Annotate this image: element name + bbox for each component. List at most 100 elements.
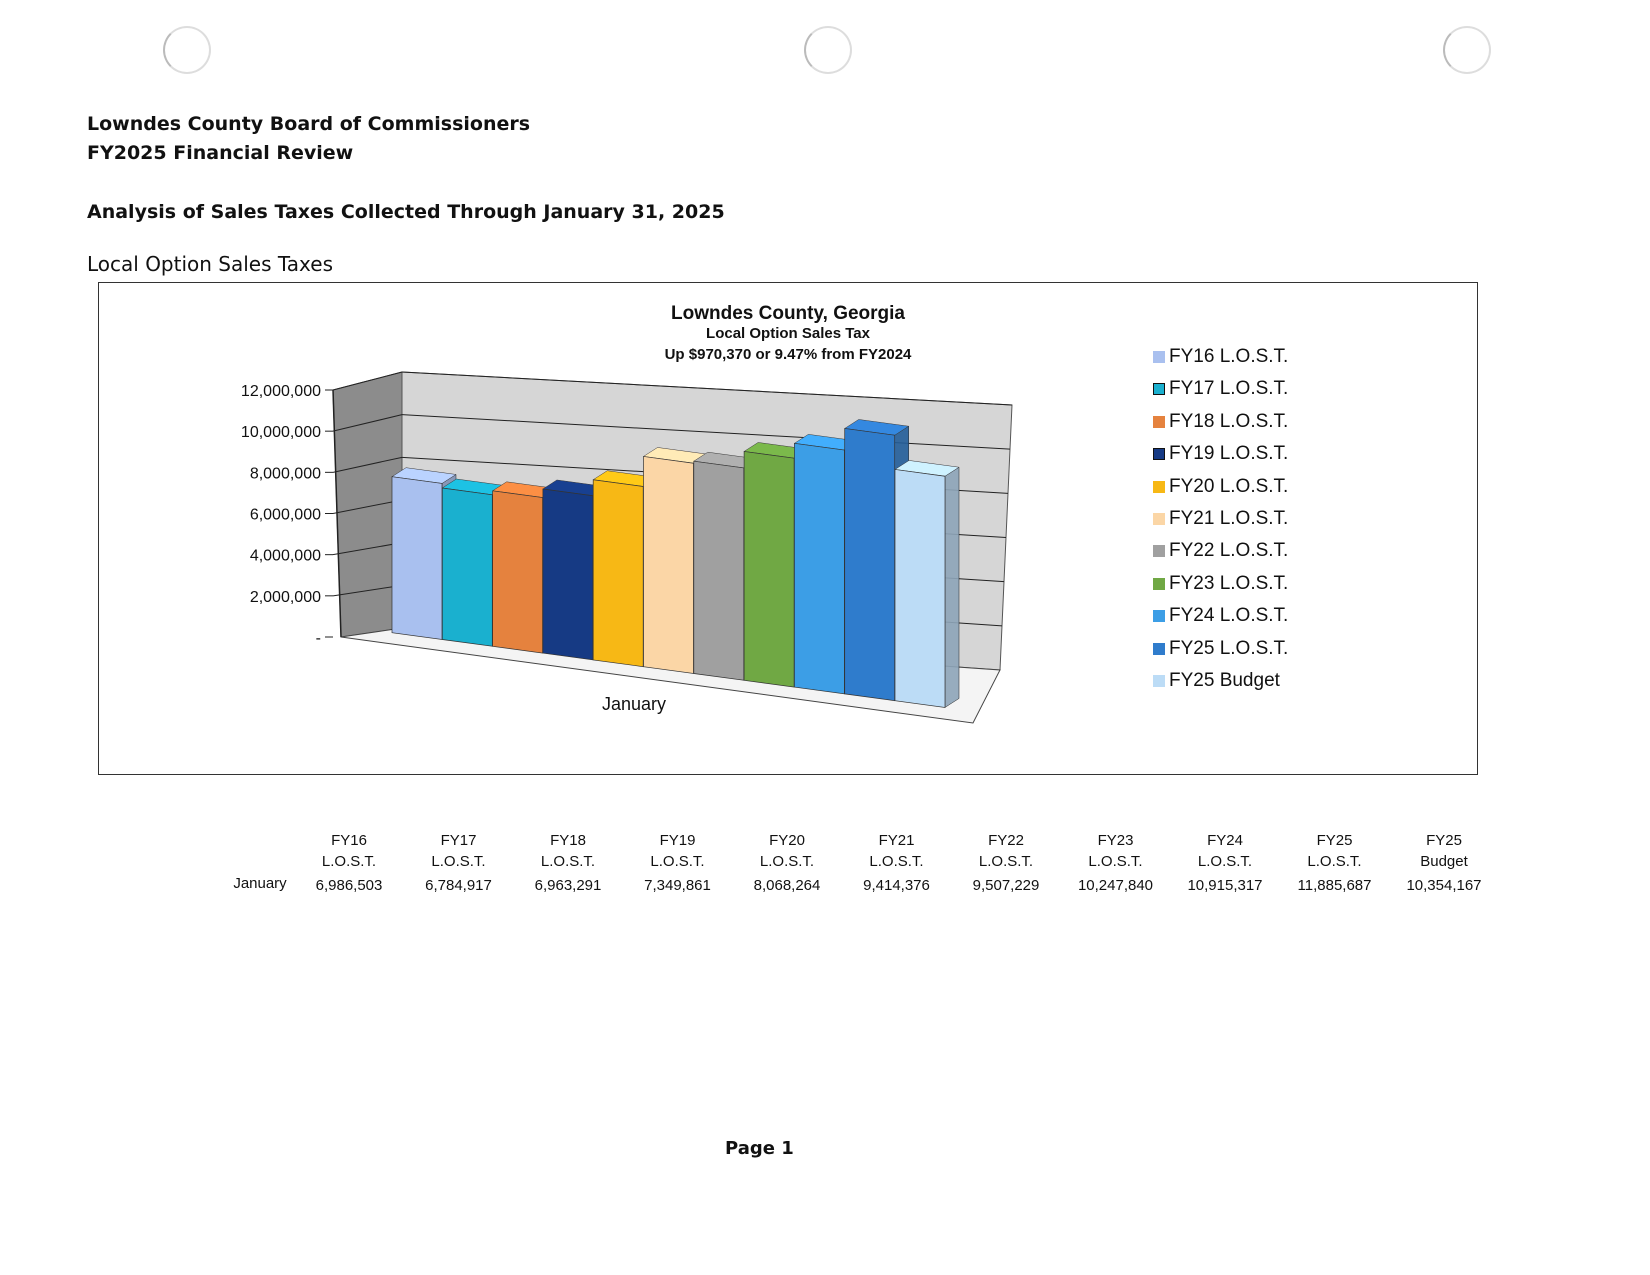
y-tick-label: 10,000,000 [241, 424, 321, 441]
bar-fy19-l-o-s-t- [542, 488, 594, 661]
y-tick-label: 6,000,000 [250, 507, 321, 524]
table-header: FY18 [550, 832, 586, 849]
legend-item: FY24 L.O.S.T. [1153, 605, 1288, 627]
y-axis [332, 389, 342, 638]
org-title: Lowndes County Board of Commissioners [87, 113, 531, 135]
y-tick-label: - [316, 630, 321, 647]
table-cell: 6,784,917 [425, 877, 492, 894]
table-header: FY23 [1097, 832, 1134, 849]
table-header: L.O.S.T. [650, 853, 705, 870]
legend-label: FY21 L.O.S.T. [1169, 508, 1289, 529]
legend-label: FY24 L.O.S.T. [1169, 605, 1289, 627]
chart-subtitle: Local Option Sales Tax [706, 325, 870, 342]
punch-hole-left [163, 26, 211, 74]
gridline-side [332, 499, 403, 514]
legend-item: FY20 L.O.S.T. [1153, 476, 1288, 498]
legend-item: FY18 L.O.S.T. [1153, 411, 1288, 433]
table-cell: 6,963,291 [534, 877, 602, 894]
legend-label: FY18 L.O.S.T. [1169, 410, 1289, 432]
y-tick-label: 12,000,000 [241, 383, 321, 400]
legend-item: FY25 L.O.S.T. [1153, 638, 1288, 660]
table-row-label: January [233, 875, 287, 892]
bar-side [944, 466, 960, 708]
punch-hole-center [804, 26, 852, 74]
legend-item: FY16 L.O.S.T. [1153, 346, 1288, 368]
table-header: L.O.S.T. [431, 853, 486, 870]
legend-swatch [1153, 480, 1165, 493]
gridline [401, 371, 1013, 406]
legend-label: FY25 L.O.S.T. [1169, 637, 1289, 659]
page-number: Page 1 [725, 1138, 794, 1159]
legend-swatch [1153, 545, 1165, 558]
legend-item: FY25 Budget [1153, 670, 1280, 692]
legend-label: FY16 L.O.S.T. [1169, 346, 1289, 367]
bar-fy25-l-o-s-t- [844, 428, 896, 702]
table-header: L.O.S.T. [759, 853, 815, 870]
bar-fy17-l-o-s-t- [441, 487, 493, 647]
legend-swatch [1153, 513, 1165, 525]
gridline-side [332, 542, 403, 556]
table-cell: 8,068,264 [753, 877, 821, 894]
legend-label: FY25 Budget [1169, 670, 1280, 691]
table-header: FY24 [1207, 832, 1243, 849]
bar-fy21-l-o-s-t- [643, 456, 694, 674]
table-header: Budget [1420, 853, 1468, 870]
bar-fy16-l-o-s-t- [391, 476, 443, 640]
gridline-side [332, 584, 403, 597]
gridline-side [332, 414, 403, 432]
gridline-side [332, 456, 403, 473]
table-header: FY16 [331, 832, 367, 849]
legend-label: FY22 L.O.S.T. [1169, 540, 1289, 562]
legend-swatch [1153, 675, 1165, 687]
bar-fy24-l-o-s-t- [794, 442, 845, 695]
y-tick-label: 4,000,000 [250, 548, 321, 565]
table-header: FY21 [878, 832, 915, 849]
table-header: L.O.S.T. [978, 853, 1034, 870]
bar-fy20-l-o-s-t- [592, 479, 644, 668]
report-title: FY2025 Financial Review [87, 142, 354, 164]
legend-swatch [1153, 642, 1165, 655]
table-header: FY20 [769, 832, 805, 849]
legend-swatch [1153, 415, 1165, 428]
table-cell: 11,885,687 [1297, 877, 1372, 894]
table-cell: 7,349,861 [644, 877, 711, 894]
bar-fy18-l-o-s-t- [492, 490, 543, 654]
legend-item: FY21 L.O.S.T. [1153, 508, 1288, 530]
bar-fy23-l-o-s-t- [743, 451, 795, 688]
table-header: FY25 [1426, 832, 1462, 849]
table-header: L.O.S.T. [1307, 853, 1362, 870]
chart-floor [340, 627, 1001, 724]
legend-item: FY17 L.O.S.T. [1153, 378, 1288, 400]
table-header: FY19 [659, 832, 696, 849]
y-tick-label: 2,000,000 [250, 589, 321, 606]
table-cell: 9,414,376 [863, 877, 930, 894]
table-header: L.O.S.T. [540, 853, 596, 870]
legend-label: FY23 L.O.S.T. [1169, 572, 1289, 594]
legend-swatch [1153, 610, 1165, 623]
table-cell: 10,915,317 [1187, 877, 1263, 894]
table-header: FY22 [988, 832, 1024, 849]
bar-fy22-l-o-s-t- [693, 460, 745, 681]
legend-item: FY19 L.O.S.T. [1153, 443, 1288, 465]
legend-swatch [1153, 448, 1165, 461]
chart-title: Lowndes County, Georgia [671, 303, 905, 324]
analysis-title: Analysis of Sales Taxes Collected Throug… [87, 201, 725, 223]
table-header: L.O.S.T. [869, 853, 924, 870]
legend-label: FY20 L.O.S.T. [1169, 475, 1289, 497]
table-header: FY25 [1316, 832, 1353, 849]
table-header: L.O.S.T. [321, 853, 377, 870]
legend-swatch [1153, 383, 1165, 396]
punch-hole-right [1443, 26, 1491, 74]
chart-frame: Lowndes County, Georgia Local Option Sal… [98, 282, 1478, 775]
legend-swatch [1153, 351, 1165, 363]
gridline-side [332, 371, 403, 391]
legend-label: FY19 L.O.S.T. [1169, 443, 1289, 465]
table-cell: 9,507,229 [972, 877, 1040, 894]
table-cell: 10,247,840 [1077, 877, 1154, 894]
legend-label: FY17 L.O.S.T. [1169, 378, 1289, 400]
table-cell: 10,354,167 [1406, 877, 1482, 894]
bar-fy25-budget [894, 469, 946, 708]
table-cell: 6,986,503 [315, 877, 383, 894]
section-title: Local Option Sales Taxes [87, 252, 333, 276]
legend-item: FY22 L.O.S.T. [1153, 540, 1288, 562]
